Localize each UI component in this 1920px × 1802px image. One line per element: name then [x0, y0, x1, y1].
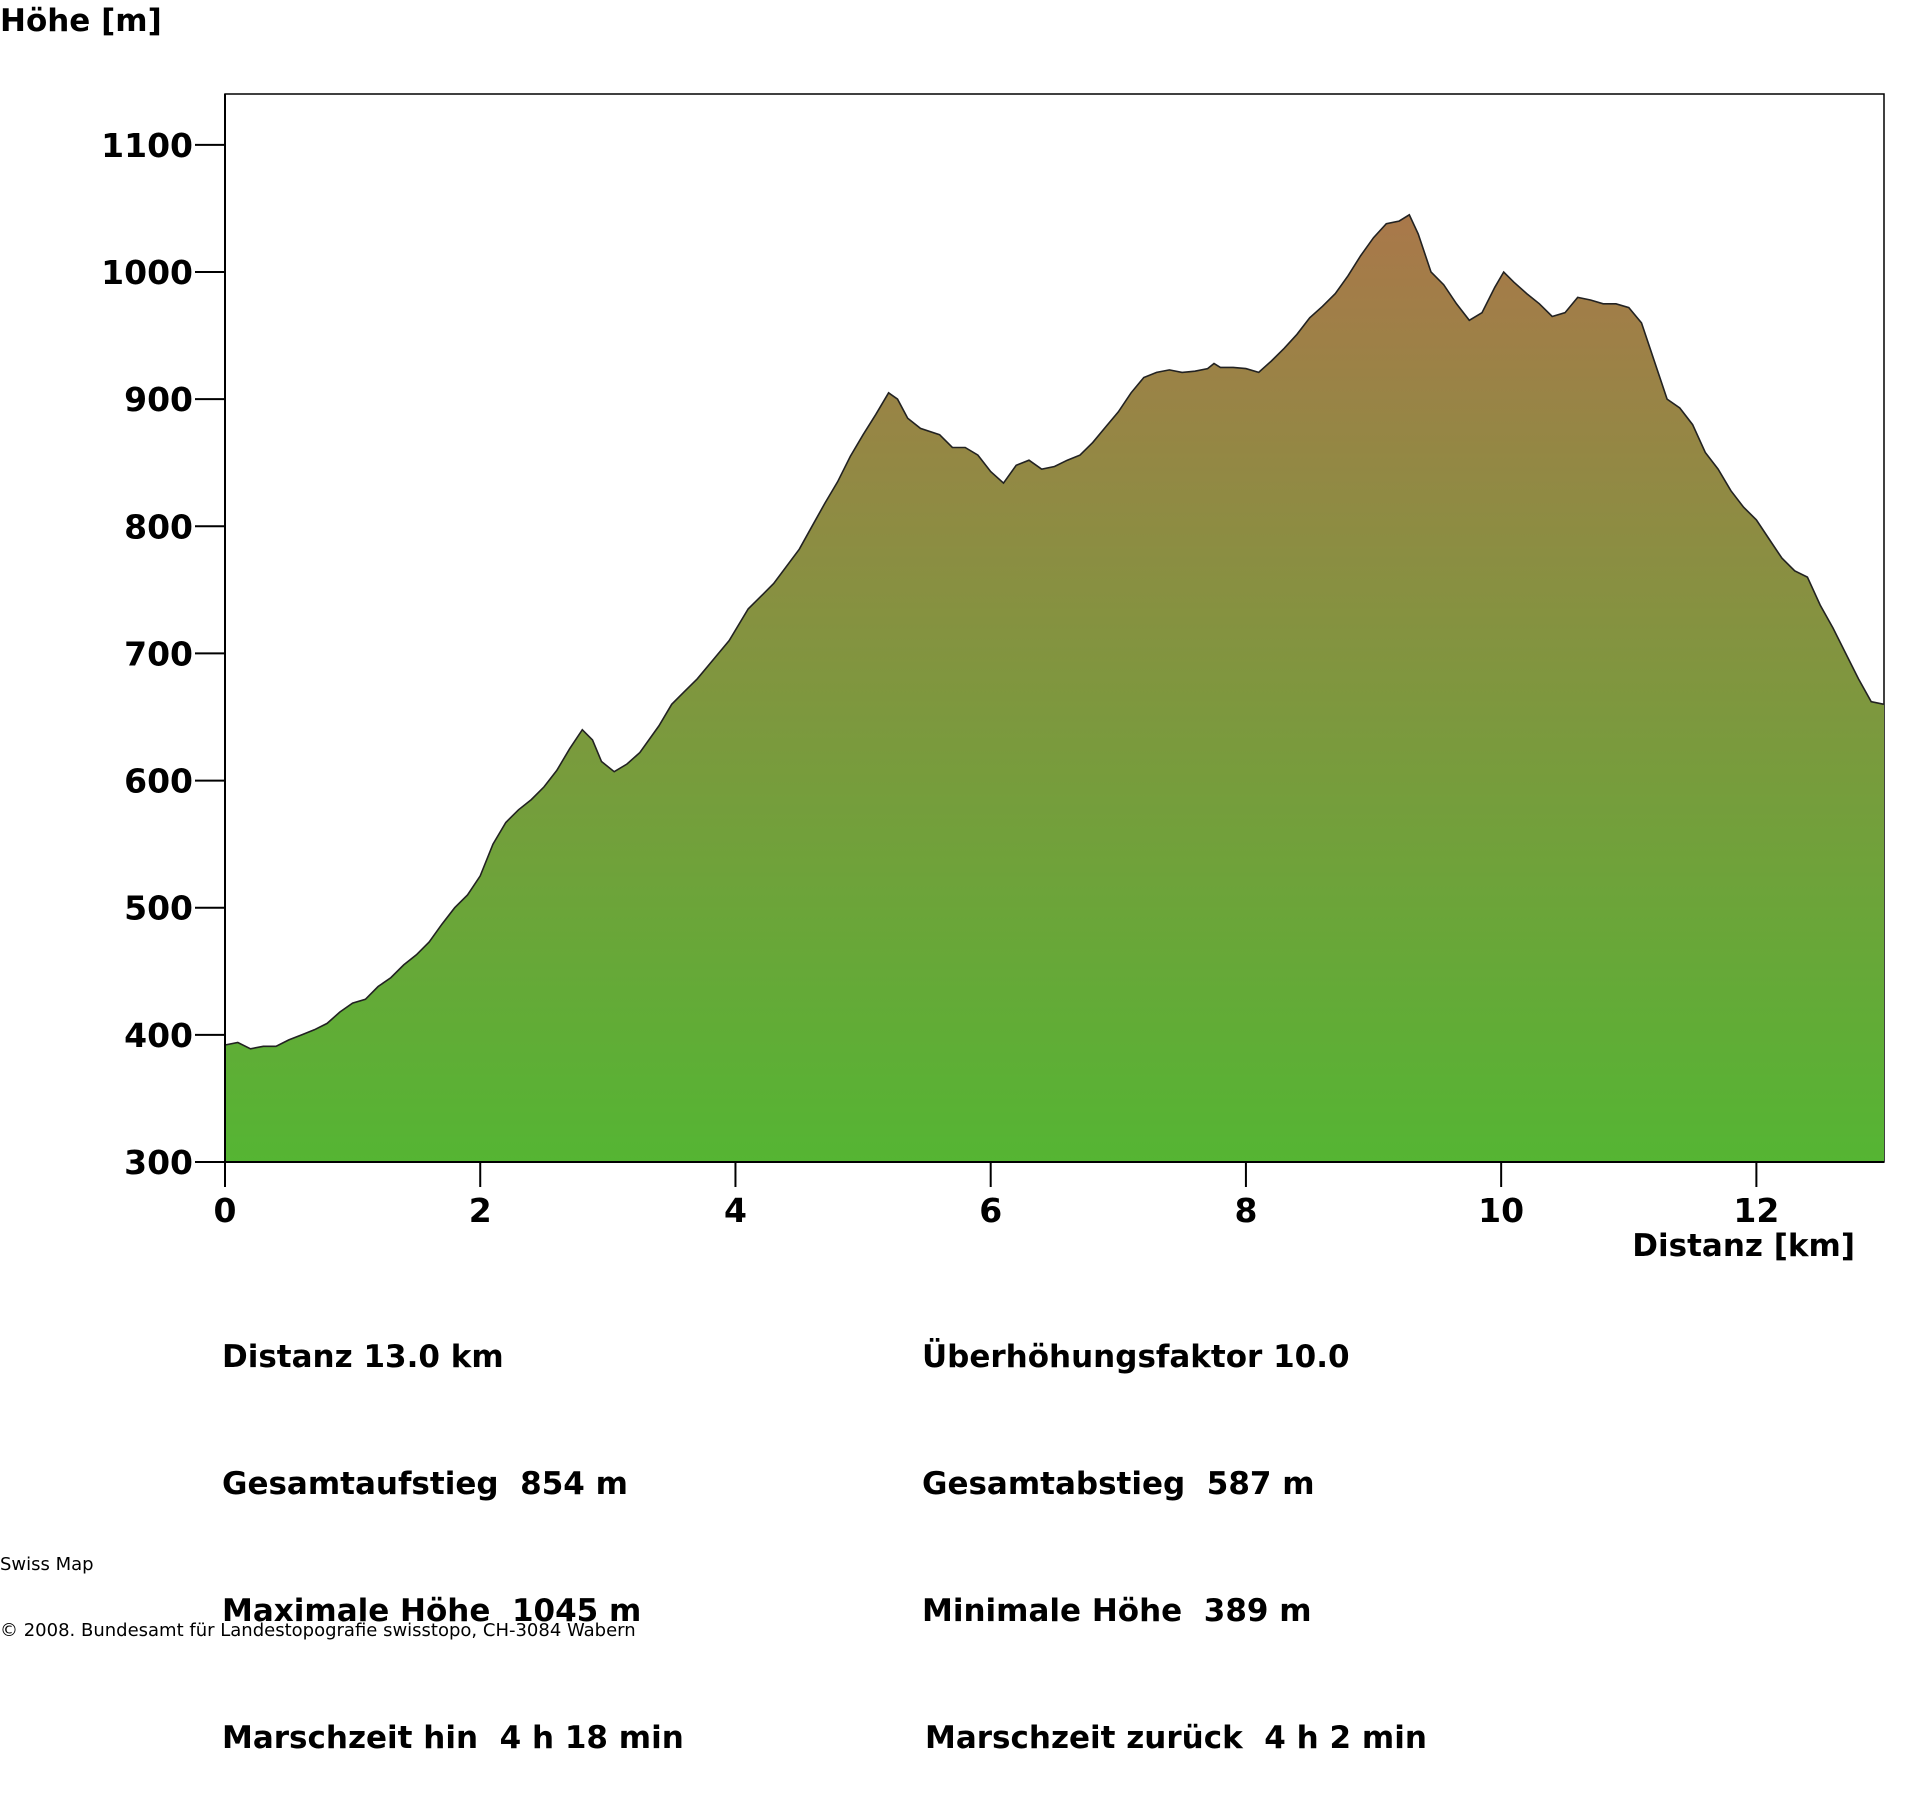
y-tick-label: 1100: [101, 126, 193, 165]
stat-min-elevation: Minimale Höhe 389 m: [922, 1593, 1312, 1629]
x-tick-label: 12: [1733, 1191, 1779, 1230]
y-tick-label: 400: [124, 1016, 193, 1055]
stat-total-ascent: Gesamtaufstieg 854 m: [222, 1466, 628, 1502]
stat-total-descent: Gesamtabstieg 587 m: [922, 1466, 1315, 1502]
elevation-line: [224, 213, 1885, 1050]
y-axis-title: Höhe [m]: [0, 3, 162, 39]
y-tick-label: 1000: [101, 253, 193, 292]
y-tick-label: 500: [124, 889, 193, 928]
y-tick-label: 300: [124, 1143, 193, 1182]
stats-right: Überhöhungsfaktor 10.0 Gesamtabstieg 587…: [922, 1258, 1427, 1802]
copyright-footer: Swiss Map © 2008. Bundesamt für Landesto…: [0, 1510, 636, 1664]
x-tick-label: 4: [724, 1191, 747, 1230]
y-tick-label: 600: [124, 762, 193, 801]
x-tick-label: 2: [469, 1191, 492, 1230]
y-tick-label: 900: [124, 380, 193, 419]
x-tick-label: 10: [1478, 1191, 1524, 1230]
stat-walk-time-back: Marschzeit zurück 4 h 2 min: [925, 1720, 1427, 1756]
elevation-area: [225, 214, 1884, 1163]
y-tick-label: 800: [124, 507, 193, 546]
stat-distance: Distanz 13.0 km: [222, 1339, 504, 1375]
footer-brand: Swiss Map: [0, 1554, 94, 1575]
x-tick-label: 6: [979, 1191, 1002, 1230]
x-tick-label: 0: [214, 1191, 237, 1230]
stat-exaggeration-factor: Überhöhungsfaktor 10.0: [922, 1339, 1350, 1375]
y-tick-label: 700: [124, 634, 193, 673]
x-tick-label: 8: [1234, 1191, 1257, 1230]
stat-walk-time-out: Marschzeit hin 4 h 18 min: [222, 1720, 684, 1756]
x-axis-title: Distanz [km]: [1632, 1228, 1855, 1264]
footer-copyright: © 2008. Bundesamt für Landestopografie s…: [0, 1620, 636, 1641]
